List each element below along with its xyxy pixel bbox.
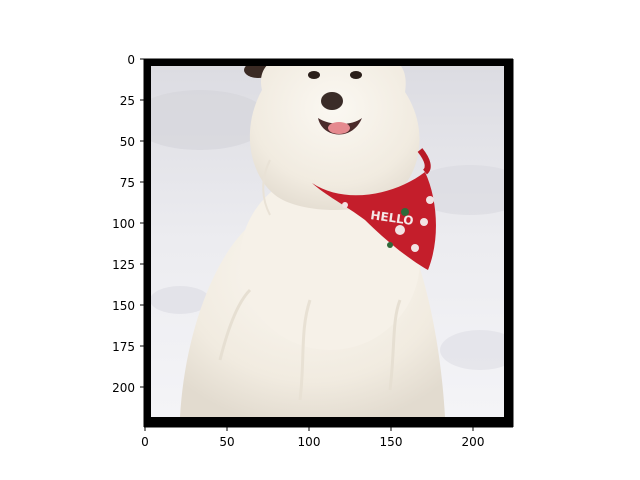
nose <box>321 92 343 110</box>
y-tick-label: 75 <box>120 176 135 190</box>
right-eye <box>350 71 362 79</box>
x-tick-label: 150 <box>380 435 403 449</box>
y-tick-label: 125 <box>112 258 135 272</box>
y-tick-label: 175 <box>112 340 135 354</box>
y-axis: 0 25 50 75 100 125 150 175 200 <box>112 53 144 395</box>
dog <box>180 66 445 417</box>
axes-spines <box>143 58 514 428</box>
bandana: HELLO <box>312 148 436 270</box>
x-tick-label: 0 <box>141 435 149 449</box>
tongue <box>328 122 350 134</box>
y-tick-label: 0 <box>127 53 135 67</box>
y-tick-label: 25 <box>120 94 135 108</box>
x-axis: 0 50 100 150 200 <box>141 427 484 449</box>
x-tick-label: 200 <box>462 435 485 449</box>
image: HELLO <box>144 59 513 427</box>
y-tick-label: 150 <box>112 299 135 313</box>
x-tick-label: 100 <box>298 435 321 449</box>
left-eye <box>308 71 320 79</box>
y-tick-label: 200 <box>112 381 135 395</box>
y-tick-label: 50 <box>120 135 135 149</box>
bandana-text: HELLO <box>370 208 415 228</box>
x-tick-label: 50 <box>219 435 234 449</box>
y-tick-label: 100 <box>112 217 135 231</box>
